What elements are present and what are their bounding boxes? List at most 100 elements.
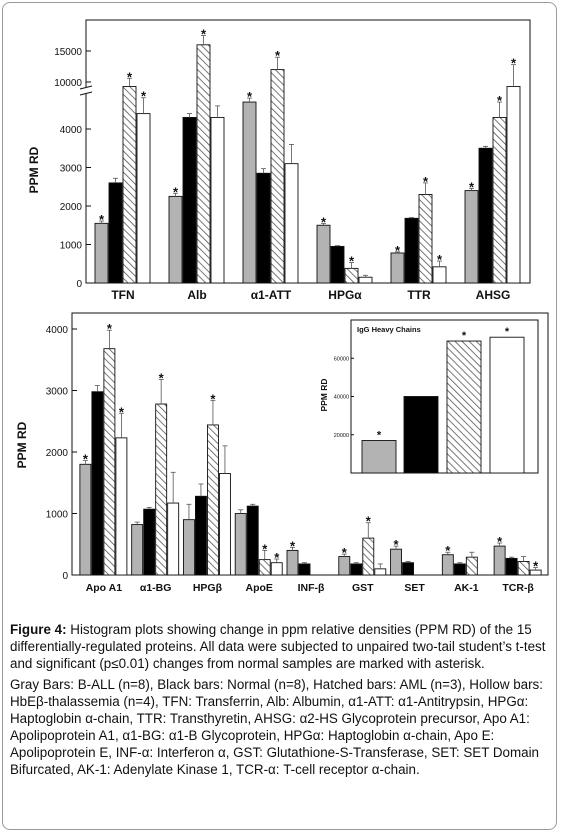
bar-normal xyxy=(194,495,207,576)
figure-caption-text: Histogram plots showing change in ppm re… xyxy=(10,622,546,671)
y-axis-title: PPM RD xyxy=(319,378,329,411)
bar-hbe xyxy=(136,113,151,284)
bar-hbe xyxy=(284,163,299,284)
significance-marker: * xyxy=(274,550,280,565)
bar-b_all xyxy=(182,519,195,576)
bar-normal xyxy=(403,396,439,474)
significance-marker: * xyxy=(262,541,268,556)
significance-marker: * xyxy=(377,429,382,441)
y-axis-title: PPM RD xyxy=(27,146,41,193)
bar-b_all xyxy=(168,195,183,284)
bar-hbe xyxy=(358,276,373,284)
bar-b_all xyxy=(286,549,299,576)
significance-marker: * xyxy=(141,89,147,104)
category-label: Apo A1 xyxy=(86,582,123,594)
bar-normal xyxy=(330,245,345,284)
bar-hbe xyxy=(167,502,180,576)
y-tick-label: 15000 xyxy=(54,47,82,58)
bar-aml xyxy=(206,424,219,576)
bar-b_all xyxy=(361,440,397,474)
axis-break-gap xyxy=(80,87,92,93)
y-tick-label: 10000 xyxy=(54,78,82,89)
y-tick-label: 0 xyxy=(76,279,82,290)
significance-marker: * xyxy=(497,93,503,108)
significance-marker: * xyxy=(395,243,401,258)
y-tick-label: 20000 xyxy=(334,433,349,439)
category-label: HPGα xyxy=(328,288,362,302)
bar-b_all xyxy=(242,101,257,284)
significance-marker: * xyxy=(107,321,113,336)
chart-inset-igg: IgG Heavy Chains 20000 40000 60000 PPM RD * * * xyxy=(308,316,546,476)
bar-b_all xyxy=(131,524,144,576)
y-tick-label: 2000 xyxy=(46,448,69,459)
bar-normal xyxy=(453,563,466,576)
bar-b_all xyxy=(316,224,331,284)
figure-label: Figure 4: xyxy=(10,622,67,637)
bar-b_all xyxy=(390,548,403,576)
figure-frame xyxy=(2,2,557,830)
significance-marker: * xyxy=(505,326,510,338)
y-tick-label: 4000 xyxy=(60,125,83,136)
bar-normal xyxy=(182,116,197,284)
category-label: TFN xyxy=(111,288,134,302)
y-tick-label: 4000 xyxy=(46,325,69,336)
bar-normal xyxy=(108,182,123,284)
category-label: HPGβ xyxy=(193,582,223,594)
bar-normal xyxy=(350,563,363,576)
bar-normal xyxy=(402,562,415,576)
category-label: TCR-β xyxy=(502,582,534,594)
inset-title: IgG Heavy Chains xyxy=(357,325,421,334)
significance-marker: * xyxy=(423,174,429,189)
bar-aml xyxy=(103,348,116,576)
y-tick-label: 3000 xyxy=(46,387,69,398)
y-tick-label: 0 xyxy=(62,571,68,582)
significance-marker: * xyxy=(290,538,296,553)
bar-normal xyxy=(246,505,259,576)
y-tick-label: 3000 xyxy=(60,164,83,175)
chart-top-panel: 0 1000 2000 3000 4000 10000 15000 PPM RD * * * TFN *… xyxy=(27,19,531,302)
y-tick-label: 1000 xyxy=(60,241,83,252)
bar-hbe xyxy=(374,568,387,576)
significance-marker: * xyxy=(119,404,125,419)
bar-b_all xyxy=(79,463,92,576)
category-label: INF-β xyxy=(298,582,325,594)
significance-marker: * xyxy=(469,179,475,194)
bar-normal xyxy=(404,217,419,284)
chart-bottom-panel: 0 1000 2000 3000 4000 PPM RD * * * Apo A1 * α1-BG * H… xyxy=(15,312,549,594)
category-label: TTR xyxy=(407,288,431,302)
category-label: α1-ATT xyxy=(251,288,292,302)
figure-caption: Figure 4: Histogram plots showing change… xyxy=(10,621,554,672)
bar-normal xyxy=(91,391,104,576)
bar-aml xyxy=(344,267,359,284)
figure-caption-block: Figure 4: Histogram plots showing change… xyxy=(10,621,554,782)
category-label: ApoE xyxy=(246,582,273,594)
significance-marker: * xyxy=(201,27,207,42)
significance-marker: * xyxy=(321,214,327,229)
significance-marker: * xyxy=(275,48,281,63)
bar-aml xyxy=(196,44,211,284)
bar-aml xyxy=(155,403,168,576)
figure-charts: 0 1000 2000 3000 4000 10000 15000 PPM RD * * * TFN *… xyxy=(15,19,549,594)
bar-aml xyxy=(270,69,285,284)
axis-break-mark xyxy=(79,91,93,96)
significance-marker: * xyxy=(342,545,348,560)
category-label: α1-BG xyxy=(140,582,172,594)
bar-aml xyxy=(446,340,482,474)
figure-legend-text: Gray Bars: B-ALL (n=8), Black bars: Norm… xyxy=(10,677,543,777)
significance-marker: * xyxy=(462,330,467,342)
bar-hbe xyxy=(210,116,225,284)
significance-marker: * xyxy=(349,254,355,269)
significance-marker: * xyxy=(159,370,165,385)
bar-hbe xyxy=(489,336,525,474)
bar-b_all xyxy=(493,545,506,576)
bar-aml xyxy=(517,561,530,576)
significance-marker: * xyxy=(99,212,105,227)
significance-marker: * xyxy=(511,56,517,71)
bar-hbe xyxy=(115,437,128,576)
bar-normal xyxy=(505,557,518,576)
axis-break-mark xyxy=(79,85,93,90)
category-label: AHSG xyxy=(476,288,511,302)
bar-aml xyxy=(418,193,433,284)
bar-b_all xyxy=(94,222,109,284)
bar-normal xyxy=(256,172,271,284)
